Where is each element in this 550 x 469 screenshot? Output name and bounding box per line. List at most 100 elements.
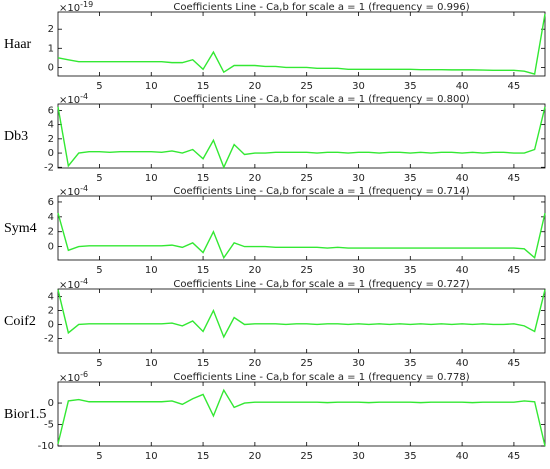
- wavelet-name: Bior1.5: [4, 407, 46, 422]
- x-tick-label: 25: [300, 358, 313, 369]
- x-tick-label: 35: [404, 265, 417, 276]
- x-tick-label: 30: [352, 358, 365, 369]
- y-tick-label: 0: [48, 319, 54, 330]
- x-tick-label: 15: [197, 265, 210, 276]
- y-tick-label: 2: [48, 134, 54, 145]
- x-tick-label: 30: [352, 173, 365, 184]
- x-tick-label: 35: [404, 451, 417, 462]
- offset-base: ×10: [59, 280, 80, 291]
- panel: Coefficients Line - Ca,b for scale a = 1…: [4, 370, 546, 462]
- x-tick-label: 10: [145, 451, 158, 462]
- axis-offset: ×10-19: [59, 0, 93, 14]
- offset-base: ×10: [59, 3, 80, 14]
- x-tick-label: 10: [145, 358, 158, 369]
- x-tick-label: 40: [456, 173, 469, 184]
- chart-title: Coefficients Line - Ca,b for scale a = 1…: [173, 94, 469, 105]
- coefficient-line: [57, 13, 546, 75]
- y-tick-label: 0: [48, 62, 54, 73]
- y-tick-label: 6: [48, 197, 54, 208]
- x-tick-label: 35: [404, 173, 417, 184]
- y-tick-label: -10: [38, 441, 54, 452]
- offset-exponent: -6: [80, 370, 88, 379]
- wavelet-name: Coif2: [4, 314, 36, 329]
- axis-offset: ×10-4: [59, 92, 88, 107]
- x-tick-label: 25: [300, 81, 313, 92]
- y-tick-label: 2: [48, 306, 54, 317]
- x-tick-label: 45: [508, 451, 521, 462]
- x-tick-label: 40: [456, 81, 469, 92]
- y-tick-label: 0: [48, 148, 54, 159]
- offset-exponent: -4: [80, 92, 88, 101]
- x-tick-label: 45: [508, 173, 521, 184]
- chart-title: Coefficients Line - Ca,b for scale a = 1…: [173, 372, 469, 383]
- x-tick-label: 35: [404, 81, 417, 92]
- x-tick-label: 20: [249, 81, 262, 92]
- y-tick-label: 6: [48, 105, 54, 116]
- chart-title: Coefficients Line - Ca,b for scale a = 1…: [173, 2, 469, 13]
- x-tick-label: 15: [197, 173, 210, 184]
- coefficient-line: [57, 106, 546, 170]
- offset-exponent: -19: [80, 0, 93, 9]
- x-tick-label: 20: [249, 451, 262, 462]
- panel: Coefficients Line - Ca,b for scale a = 1…: [4, 277, 546, 369]
- offset-base: ×10: [59, 187, 80, 198]
- y-tick-label: -2: [44, 162, 54, 173]
- x-tick-label: 40: [456, 265, 469, 276]
- panel: Coefficients Line - Ca,b for scale a = 1…: [4, 0, 546, 92]
- x-tick-label: 25: [300, 173, 313, 184]
- x-tick-label: 5: [96, 173, 102, 184]
- x-tick-label: 20: [249, 265, 262, 276]
- x-tick-label: 45: [508, 265, 521, 276]
- x-tick-label: 5: [96, 451, 102, 462]
- offset-base: ×10: [59, 373, 80, 384]
- x-tick-label: 25: [300, 265, 313, 276]
- y-tick-label: -5: [44, 420, 54, 431]
- x-tick-label: 20: [249, 358, 262, 369]
- y-tick-label: 4: [48, 120, 54, 131]
- y-tick-label: 0: [48, 398, 54, 409]
- x-tick-label: 10: [145, 81, 158, 92]
- axis-offset: ×10-4: [59, 277, 88, 292]
- plot-area: [57, 195, 546, 261]
- offset-base: ×10: [59, 95, 80, 106]
- x-tick-label: 15: [197, 81, 210, 92]
- y-tick-label: 0: [48, 242, 54, 253]
- y-tick-label: 1: [48, 43, 54, 54]
- wavelet-name: Haar: [4, 37, 32, 52]
- offset-exponent: -4: [80, 277, 88, 286]
- wavelet-name: Db3: [4, 129, 28, 144]
- plot-area: [57, 11, 546, 77]
- plot-area: [57, 381, 546, 447]
- x-tick-label: 45: [508, 81, 521, 92]
- x-tick-label: 40: [456, 358, 469, 369]
- axis-offset: ×10-6: [59, 370, 88, 385]
- x-tick-label: 5: [96, 265, 102, 276]
- wavelet-name: Sym4: [4, 221, 37, 236]
- x-tick-label: 30: [352, 81, 365, 92]
- x-tick-label: 5: [96, 358, 102, 369]
- plot-area: [57, 103, 546, 169]
- y-tick-label: 2: [48, 24, 54, 35]
- coefficient-line: [57, 212, 546, 260]
- chart-title: Coefficients Line - Ca,b for scale a = 1…: [173, 279, 469, 290]
- x-tick-label: 10: [145, 265, 158, 276]
- plot-area: [57, 288, 546, 354]
- x-tick-label: 25: [300, 451, 313, 462]
- panel: Coefficients Line - Ca,b for scale a = 1…: [4, 92, 546, 184]
- axis-offset: ×10-4: [59, 184, 88, 199]
- x-tick-label: 15: [197, 451, 210, 462]
- y-tick-label: 2: [48, 227, 54, 238]
- x-tick-label: 40: [456, 451, 469, 462]
- y-tick-label: 4: [48, 212, 54, 223]
- x-tick-label: 15: [197, 358, 210, 369]
- x-tick-label: 5: [96, 81, 102, 92]
- chart-title: Coefficients Line - Ca,b for scale a = 1…: [173, 186, 469, 197]
- panel: Coefficients Line - Ca,b for scale a = 1…: [4, 184, 546, 276]
- x-tick-label: 20: [249, 173, 262, 184]
- y-tick-label: -2: [44, 333, 54, 344]
- y-tick-label: 4: [48, 292, 54, 303]
- x-tick-label: 45: [508, 358, 521, 369]
- x-tick-label: 30: [352, 451, 365, 462]
- coefficient-line: [57, 388, 546, 447]
